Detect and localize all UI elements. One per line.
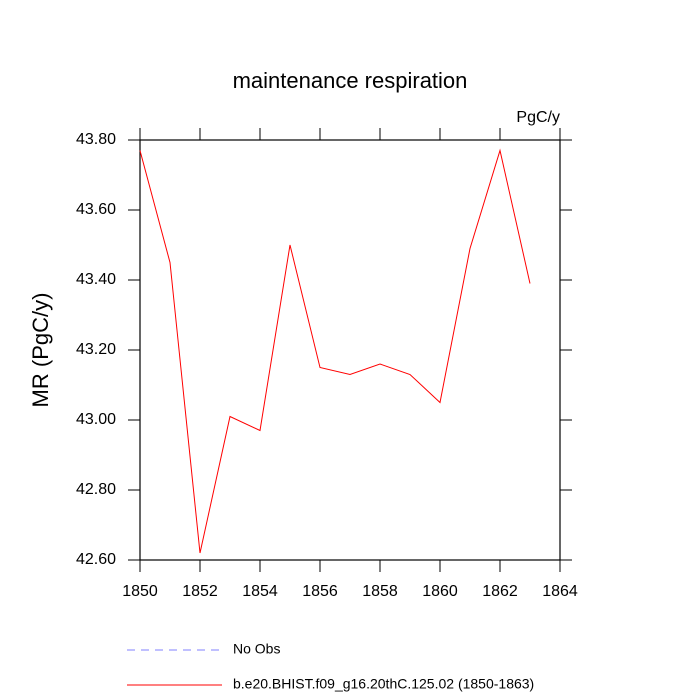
legend-label: b.e20.BHIST.f09_g16.20thC.125.02 (1850-1… <box>233 676 534 692</box>
plot-frame <box>139 139 561 561</box>
y-axis-label: MR (PgC/y) <box>28 293 53 408</box>
y-tick-label: 43.60 <box>76 201 116 218</box>
x-tick-label: 1864 <box>542 583 578 600</box>
x-tick-label: 1860 <box>422 583 458 600</box>
chart-title: maintenance respiration <box>233 68 468 93</box>
x-tick-label: 1854 <box>242 583 278 600</box>
legend-label: No Obs <box>233 641 280 657</box>
x-tick-label: 1850 <box>122 583 158 600</box>
y-tick-label: 43.00 <box>76 411 116 428</box>
x-tick-label: 1862 <box>482 583 518 600</box>
y-tick-label: 43.80 <box>76 131 116 148</box>
x-tick-label: 1852 <box>182 583 218 600</box>
x-tick-label: 1856 <box>302 583 338 600</box>
units-label: PgC/y <box>516 109 560 126</box>
y-tick-label: 43.40 <box>76 271 116 288</box>
y-tick-label: 42.80 <box>76 481 116 498</box>
y-tick-label: 43.20 <box>76 341 116 358</box>
series-line <box>139 148 531 554</box>
y-tick-label: 42.60 <box>76 551 116 568</box>
x-tick-label: 1858 <box>362 583 398 600</box>
